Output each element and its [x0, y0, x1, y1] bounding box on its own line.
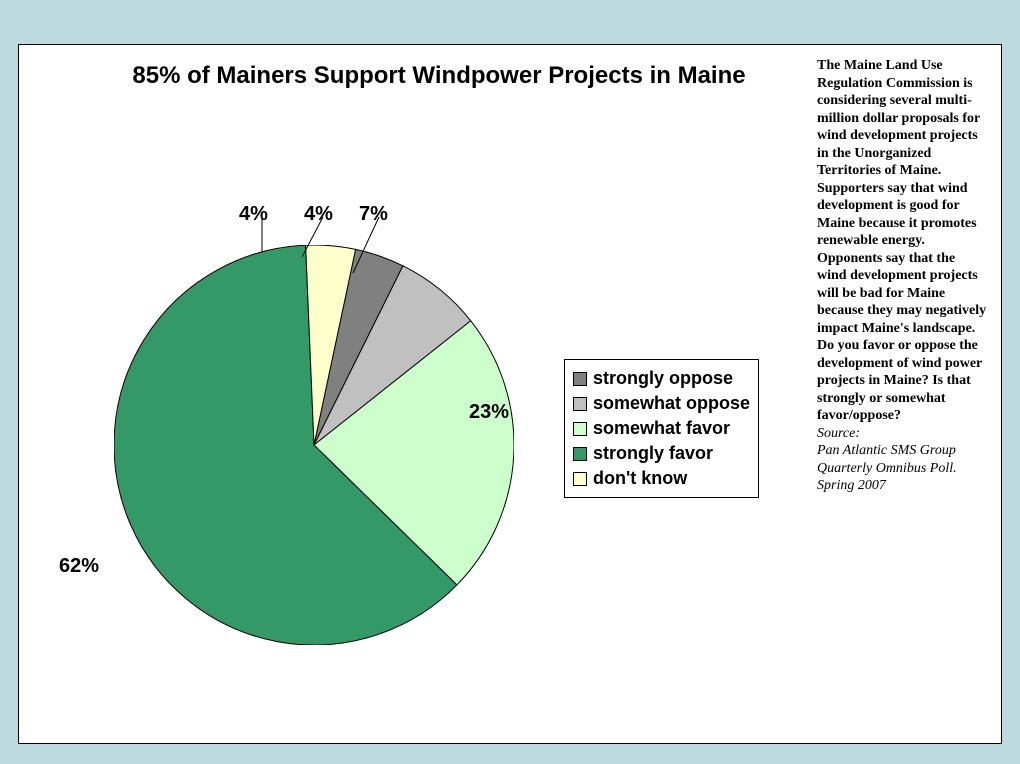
legend-swatch — [573, 397, 587, 411]
sidebar-p1: The Maine Land Use Regulation Commission… — [817, 58, 980, 178]
pct-label-dont_know: 4% — [239, 203, 268, 226]
legend-label: somewhat favor — [593, 418, 730, 439]
sidebar-text: The Maine Land Use Regulation Commission… — [817, 57, 987, 495]
chart-title: 85% of Mainers Support Windpower Project… — [79, 61, 799, 91]
pct-label-strongly_oppose: 4% — [304, 203, 333, 226]
sidebar-p4: Do you favor or oppose the development o… — [817, 338, 982, 423]
legend-item: strongly oppose — [573, 366, 750, 391]
sidebar-p2: Supporters say that wind development is … — [817, 181, 977, 249]
legend-label: somewhat oppose — [593, 393, 750, 414]
legend-item: somewhat oppose — [573, 391, 750, 416]
legend-swatch — [573, 422, 587, 436]
legend-swatch — [573, 472, 587, 486]
pie-svg — [114, 245, 514, 645]
pct-label-somewhat_oppose: 7% — [359, 203, 388, 226]
pct-label-strongly_favor: 62% — [59, 555, 99, 578]
legend-item: strongly favor — [573, 441, 750, 466]
pie-chart — [114, 245, 514, 645]
legend-item: somewhat favor — [573, 416, 750, 441]
legend-swatch — [573, 447, 587, 461]
legend: strongly oppose somewhat oppose somewhat f… — [564, 359, 759, 498]
pct-label-somewhat_favor: 23% — [469, 401, 509, 424]
legend-item: don't know — [573, 466, 750, 491]
chart-panel: 85% of Mainers Support Windpower Project… — [18, 44, 1002, 744]
legend-swatch — [573, 372, 587, 386]
legend-label: don't know — [593, 468, 687, 489]
sidebar-p3: Opponents say that the wind development … — [817, 251, 986, 336]
legend-label: strongly favor — [593, 443, 713, 464]
legend-label: strongly oppose — [593, 368, 733, 389]
sidebar-source-body: Pan Atlantic SMS Group Quarterly Omnibus… — [817, 443, 957, 493]
sidebar-source-label: Source: — [817, 426, 860, 441]
